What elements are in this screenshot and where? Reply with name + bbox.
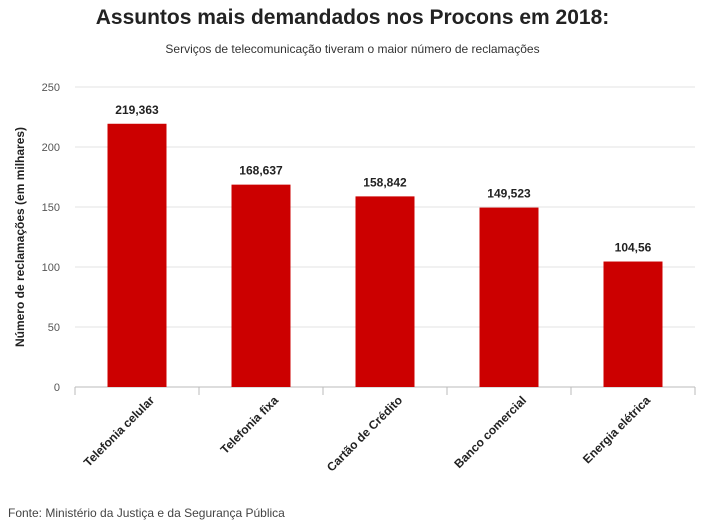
y-tick-label: 200 bbox=[42, 142, 60, 154]
data-label: 149,523 bbox=[487, 187, 531, 201]
source-note: Fonte: Ministério da Justiça e da Segura… bbox=[8, 506, 285, 520]
y-tick-label: 50 bbox=[48, 322, 60, 334]
y-tick-label: 0 bbox=[54, 382, 60, 394]
chart-subtitle: Serviços de telecomunicação tiveram o ma… bbox=[165, 42, 540, 56]
data-label: 219,363 bbox=[115, 103, 159, 117]
category-label: Cartão de Crédito bbox=[324, 393, 405, 474]
category-label: Telefonia fixa bbox=[218, 393, 282, 457]
data-label: 158,842 bbox=[363, 175, 407, 189]
category-label: Telefonia celular bbox=[81, 393, 157, 469]
category-label: Banco comercial bbox=[451, 393, 529, 471]
chart-title: Assuntos mais demandados nos Procons em … bbox=[95, 6, 610, 29]
bar bbox=[107, 123, 167, 387]
data-label: 168,637 bbox=[239, 164, 283, 178]
y-tick-label: 250 bbox=[42, 82, 60, 94]
y-tick-label: 100 bbox=[42, 262, 60, 274]
bar bbox=[603, 261, 663, 387]
bar bbox=[355, 196, 415, 387]
category-label: Energia elétrica bbox=[580, 393, 653, 466]
data-label: 104,56 bbox=[615, 241, 652, 255]
bar bbox=[231, 184, 291, 387]
bar bbox=[479, 207, 539, 387]
y-tick-label: 150 bbox=[42, 202, 60, 214]
y-axis-title: Número de reclamações (em milhares) bbox=[13, 127, 27, 347]
